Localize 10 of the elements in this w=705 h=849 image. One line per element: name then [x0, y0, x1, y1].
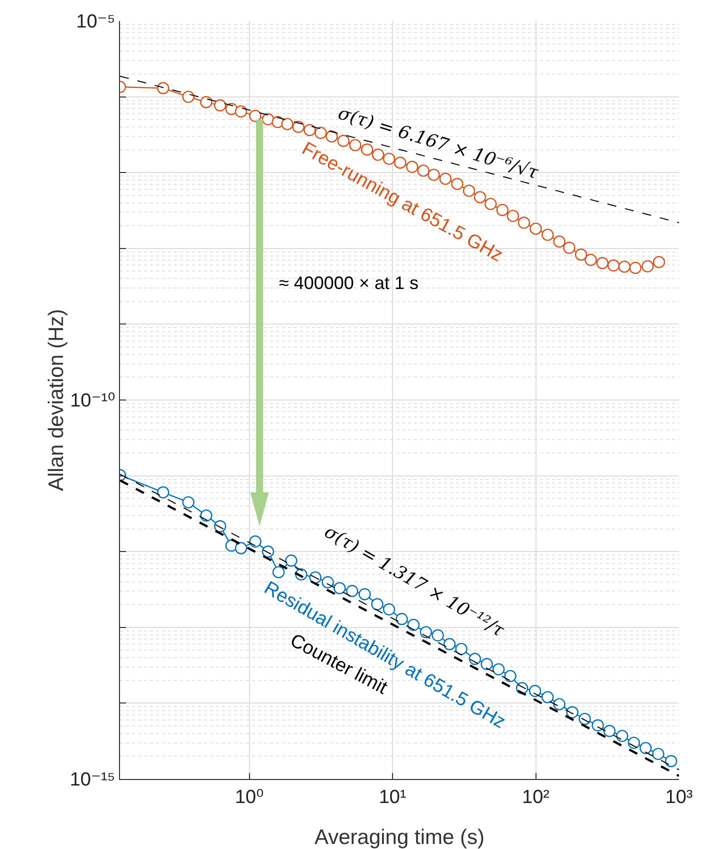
y-axis-title: Allan deviation (Hz): [45, 308, 68, 492]
y-tick-label: 10⁻⁵: [76, 12, 116, 33]
y-tick-label: 10⁻¹⁵: [70, 770, 116, 791]
x-tick-label: 10⁰: [234, 786, 264, 808]
x-tick-label: 10¹: [378, 786, 406, 808]
annotation: ≈ 400000 × at 1 s: [279, 273, 418, 293]
x-tick-label: 10²: [522, 786, 550, 808]
x-tick-label: 10³: [665, 786, 693, 808]
y-tick-label: 10⁻¹⁰: [70, 390, 116, 412]
x-axis-title: Averaging time (s): [314, 826, 485, 849]
